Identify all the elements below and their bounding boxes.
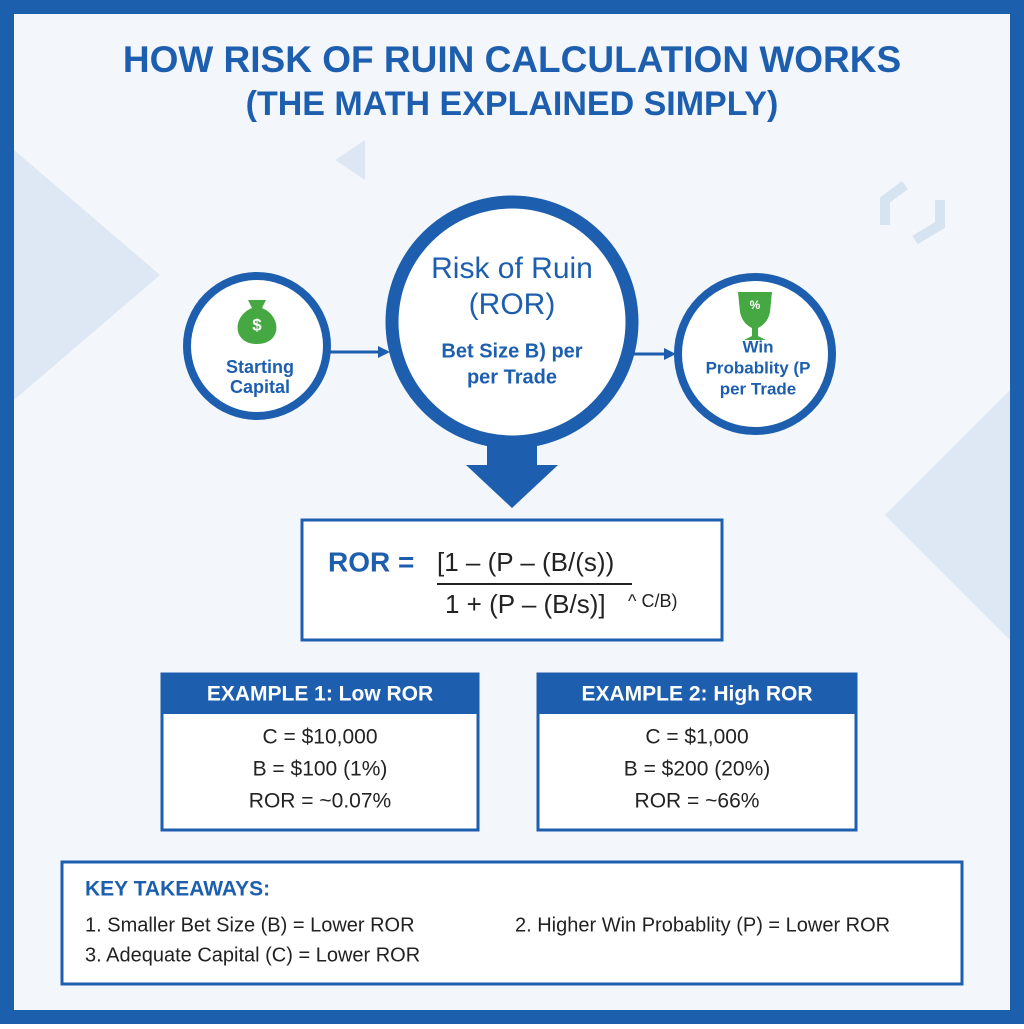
takeaways-title: KEY TAKEAWAYS: <box>85 878 270 901</box>
takeaways-box <box>60 860 964 986</box>
deco <box>14 150 160 400</box>
takeaway: 1. Smaller Bet Size (B) = Lower ROR <box>85 914 415 936</box>
example-line: B = $100 (1%) <box>253 758 388 781</box>
formula-exponent: ^ C/B) <box>628 591 677 611</box>
node-label: Probablity (P <box>706 358 811 377</box>
money-bag <box>237 300 277 344</box>
example-line: B = $200 (20%) <box>624 758 771 781</box>
node-heading: (ROR) <box>469 288 556 321</box>
example-line: C = $1,000 <box>645 726 748 749</box>
example-title: EXAMPLE 1: Low ROR <box>207 683 433 706</box>
title: HOW RISK OF RUIN CALCULATION WORKS <box>123 39 901 80</box>
formula-denominator: 1 + (P – (B/s)] <box>445 589 606 619</box>
node-label: Capital <box>230 377 290 397</box>
node-heading: Risk of Ruin <box>431 252 593 285</box>
example-title: EXAMPLE 2: High ROR <box>581 683 812 706</box>
formula-lhs: ROR = <box>328 546 414 577</box>
node-label: per Trade <box>467 366 557 388</box>
node-circle <box>385 195 639 449</box>
icon-label: $ <box>252 315 262 334</box>
node-label: Starting <box>226 357 294 377</box>
node-circle <box>183 272 331 420</box>
down-arrow <box>466 440 558 508</box>
deco <box>880 181 945 245</box>
icon-label: % <box>750 298 761 312</box>
formula-box <box>300 518 724 642</box>
deco <box>335 140 365 180</box>
deco <box>885 390 1010 640</box>
takeaway: 3. Adequate Capital (C) = Lower ROR <box>85 944 420 966</box>
node-label: Win <box>742 337 773 356</box>
example-line: C = $10,000 <box>262 726 377 749</box>
arrow-head <box>378 346 390 358</box>
node-label: Bet Size B) per <box>441 340 582 362</box>
example-line: ROR = ~0.07% <box>249 790 391 813</box>
arrow-head <box>664 348 676 360</box>
background <box>14 14 1010 1010</box>
takeaway: 2. Higher Win Probablity (P) = Lower ROR <box>515 914 890 936</box>
node-circle <box>674 273 836 435</box>
example-header <box>162 674 478 714</box>
trophy <box>738 292 772 340</box>
formula-numerator: [1 – (P – (B/(s)) <box>437 547 614 577</box>
example-header <box>538 674 856 714</box>
subtitle: (THE MATH EXPLAINED SIMPLY) <box>246 85 779 123</box>
node-label: per Trade <box>720 379 797 398</box>
example-line: ROR = ~66% <box>635 790 760 813</box>
